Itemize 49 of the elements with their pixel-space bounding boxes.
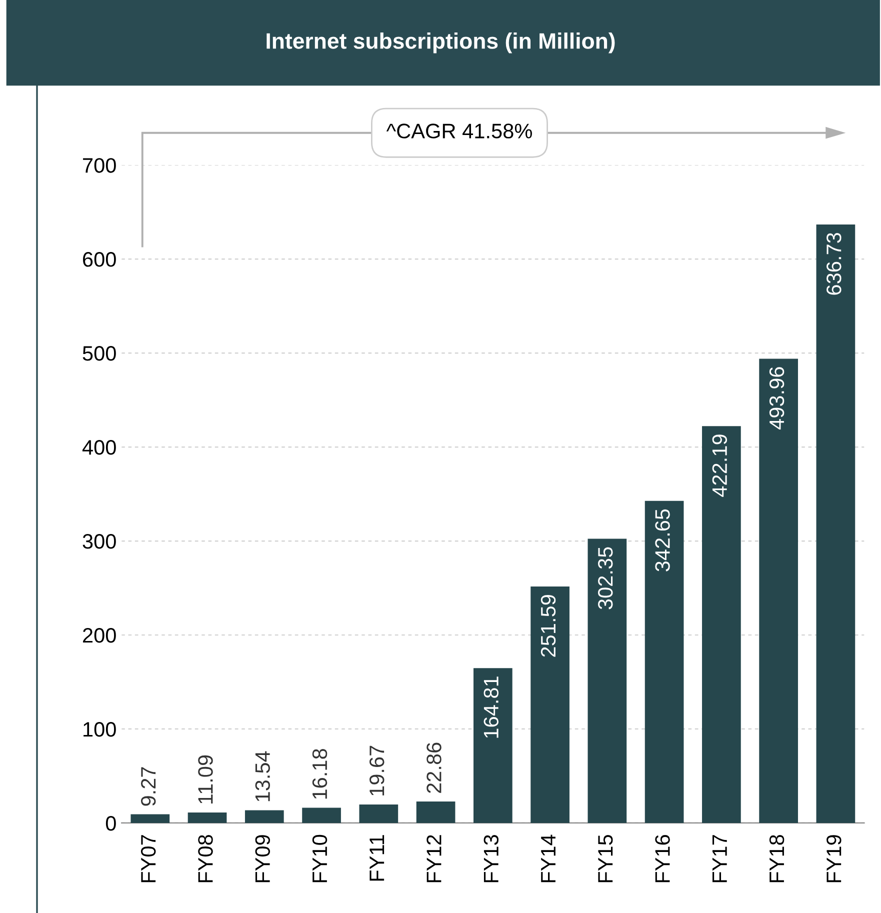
x-tick-label: FY13 <box>484 835 499 882</box>
bar <box>702 426 741 823</box>
data-label: 9.27 <box>140 767 156 806</box>
x-tick-label: FY09 <box>255 835 270 882</box>
data-label: 22.86 <box>426 742 442 793</box>
bar <box>588 538 627 823</box>
x-tick-label: FY08 <box>198 834 213 882</box>
data-label: 19.67 <box>370 746 384 796</box>
x-tick-label: FY14 <box>541 834 556 882</box>
x-tick-label: FY18 <box>769 834 784 882</box>
y-tick-label: 100 <box>84 722 116 737</box>
bar <box>130 814 170 823</box>
y-tick-label: 700 <box>83 158 116 173</box>
chart-title: Internet subscriptions (in Million) <box>266 32 615 54</box>
text: ^CAGR 41.58% <box>386 124 532 138</box>
bar <box>302 808 341 823</box>
bar <box>188 812 227 823</box>
data-label: 11.09 <box>198 755 213 804</box>
bar <box>759 358 798 823</box>
data-label: 302.35 <box>598 547 613 610</box>
bar <box>359 804 398 823</box>
y-tick-label: 200 <box>83 628 116 643</box>
x-tick-label: FY17 <box>712 835 727 882</box>
data-label: 164.81 <box>484 676 499 738</box>
x-tick-label: FY07 <box>140 835 156 882</box>
x-tick-label: FY11 <box>370 835 384 881</box>
x-tick-label: FY19 <box>826 835 842 882</box>
y-tick-label: 0 <box>106 816 116 831</box>
x-tick-label: FY15 <box>598 834 613 882</box>
y-tick-label: 400 <box>82 440 116 455</box>
x-tick-label: FY12 <box>426 835 442 882</box>
bar <box>644 500 684 823</box>
bar <box>416 801 456 823</box>
y-tick-label: 300 <box>82 534 116 549</box>
data-label: 636.73 <box>826 232 842 295</box>
data-label: 13.54 <box>255 751 270 802</box>
y-tick-label: 500 <box>82 346 116 361</box>
bar <box>816 224 856 823</box>
y-tick-label: 600 <box>83 252 116 267</box>
data-label: 251.59 <box>540 595 556 657</box>
data-label: 422.19 <box>712 434 728 497</box>
bar <box>244 810 284 823</box>
x-tick-label: FY16 <box>655 835 670 882</box>
data-label: 16.18 <box>312 749 328 799</box>
x-tick-label: FY10 <box>312 834 328 882</box>
bar <box>530 586 570 823</box>
data-label: 342.65 <box>655 509 670 572</box>
bar <box>473 668 512 823</box>
data-label: 493.96 <box>769 367 784 430</box>
